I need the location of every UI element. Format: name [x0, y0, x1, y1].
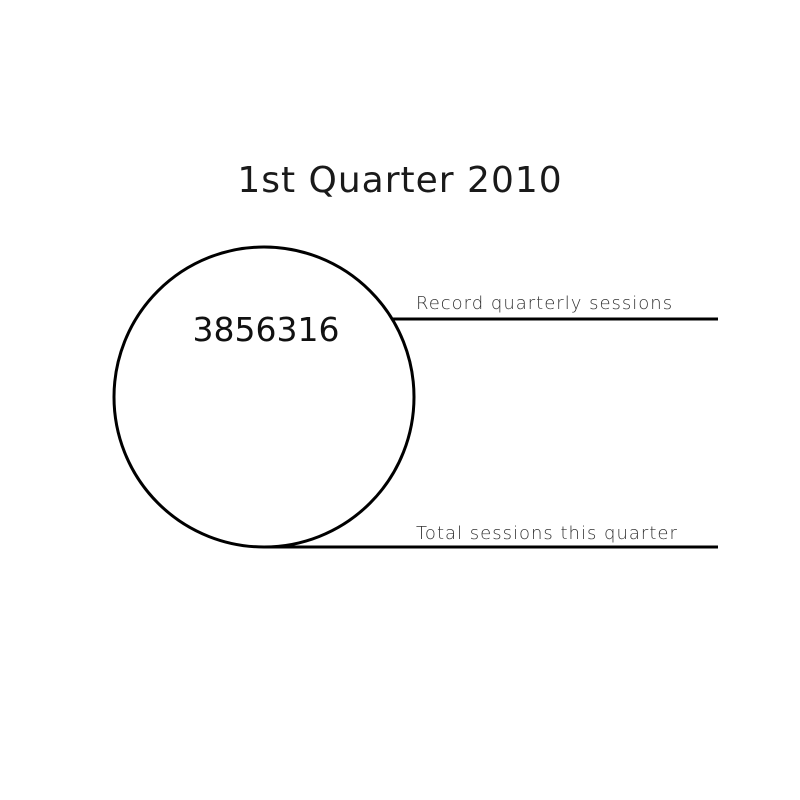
- gauge-circle: [112, 245, 416, 549]
- total-label: Total sessions this quarter: [416, 523, 678, 544]
- record-label: Record quarterly sessions: [416, 293, 673, 314]
- session-count-value: 3856316: [193, 310, 340, 349]
- diagram-title: 1st Quarter 2010: [237, 160, 563, 201]
